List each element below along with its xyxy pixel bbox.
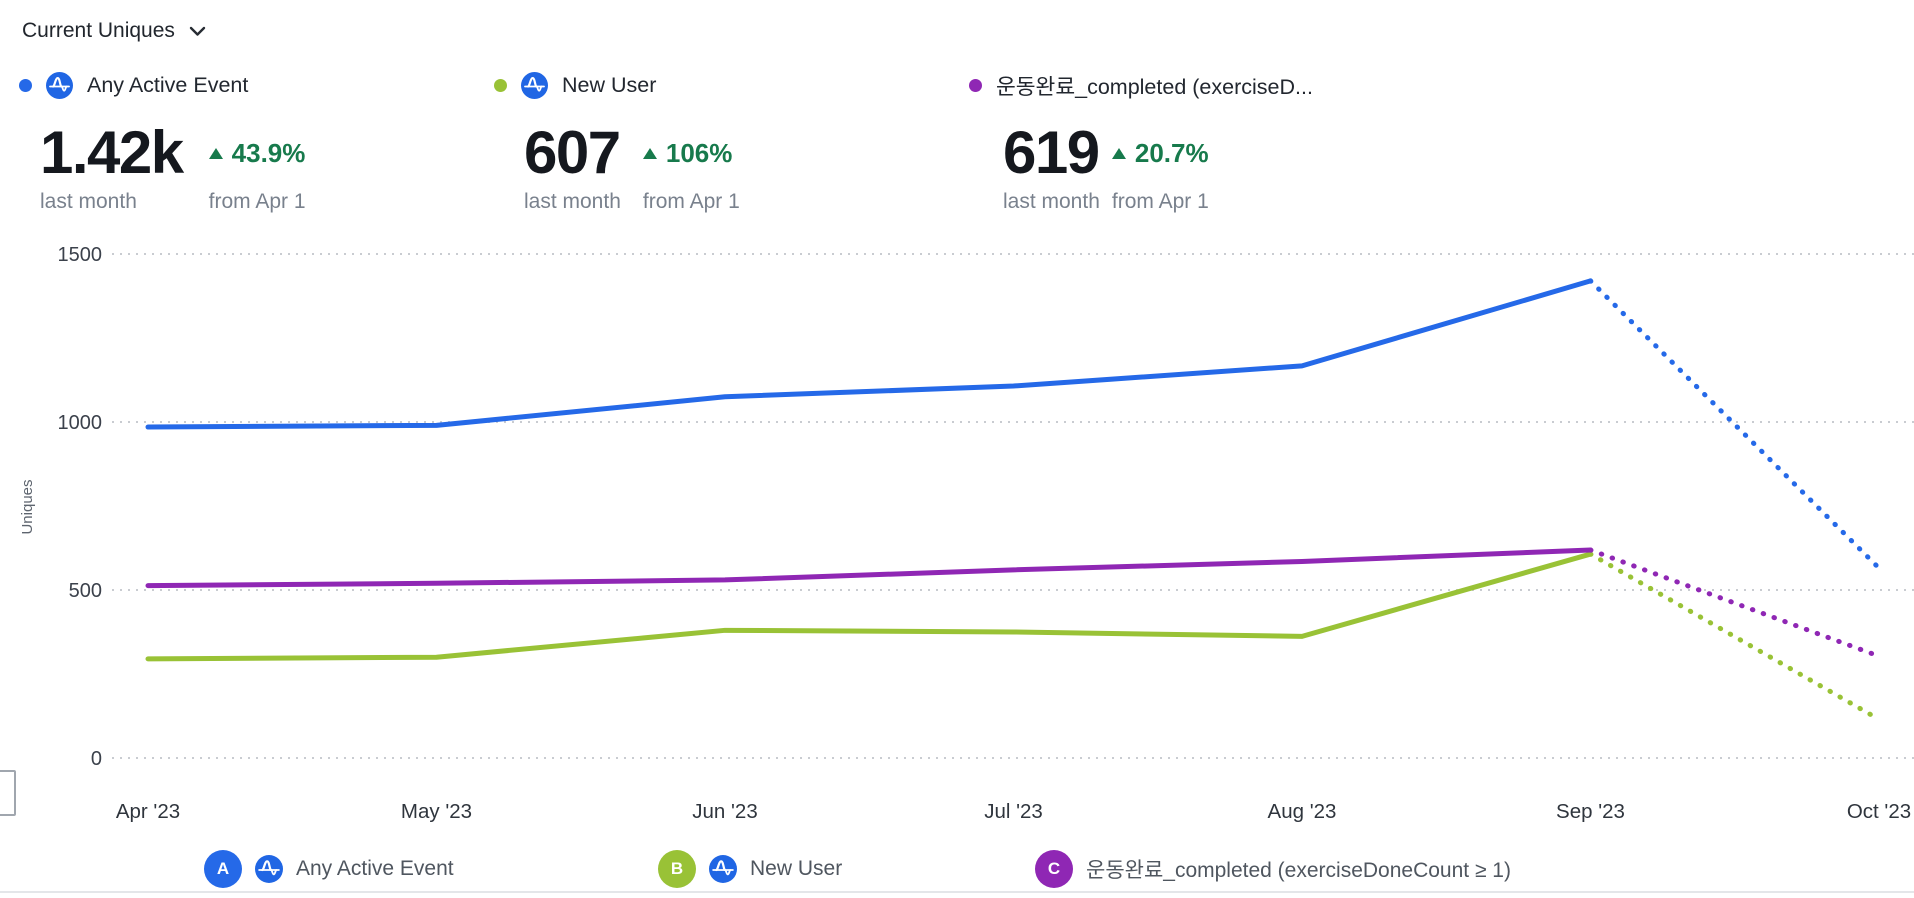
arrow-up-icon [642, 148, 657, 159]
series-color-dot [19, 78, 32, 92]
y-tick-label: 1500 [58, 244, 103, 266]
legend-item-new-user[interactable]: B New User [658, 849, 842, 889]
card-title-row: New User [494, 71, 656, 99]
metric-delta-sublabel: from Apr 1 [642, 190, 740, 213]
card-title-row: 운동완료_completed (exerciseD... [969, 71, 1313, 99]
amplitude-event-icon [46, 71, 73, 99]
arrow-up-icon [1111, 148, 1126, 159]
amplitude-event-icon [709, 855, 737, 883]
legend-label: 운동완료_completed (exerciseDoneCount ≥ 1) [1086, 859, 1511, 882]
x-tick-label: Oct '23 [1847, 800, 1911, 823]
y-tick-label: 0 [91, 748, 102, 770]
legend-label: New User [750, 857, 843, 880]
y-tick-label: 500 [69, 580, 102, 602]
x-tick-label: May '23 [401, 800, 472, 823]
y-tick-label: 1000 [58, 412, 103, 434]
series-projection-line [1588, 551, 1882, 722]
metric-value: 607 [524, 119, 621, 186]
bottom-divider [0, 891, 1914, 893]
amplitude-event-icon [255, 855, 283, 883]
legend-badge-b: B [658, 850, 696, 888]
card-metric: 607 106% last month from Apr 1 [524, 119, 740, 214]
card-title: New User [562, 72, 657, 97]
legend-label: Any Active Event [296, 857, 454, 880]
legend-badge-c: C [1035, 850, 1073, 888]
card-metric: 619 20.7% last month from Apr 1 [1003, 119, 1209, 214]
card-title: 운동완료_completed (exerciseD... [996, 74, 1313, 99]
metric-value-sublabel: last month [524, 190, 621, 213]
card-title-row: Any Active Event [19, 71, 248, 99]
metric-value-sublabel: last month [40, 190, 137, 213]
metric-delta-value: 43.9% [231, 138, 306, 168]
series-line [145, 547, 1593, 589]
legend-item-exercise-completed[interactable]: C 운동완료_completed (exerciseDoneCount ≥ 1) [1035, 849, 1511, 889]
metric-type-dropdown[interactable]: Current Uniques [22, 16, 206, 46]
metric-delta-value: 20.7% [1134, 138, 1209, 168]
legend-badge-a: A [204, 850, 242, 888]
metric-delta-value: 106% [665, 138, 733, 168]
x-tick-label: Jun '23 [692, 800, 757, 823]
metric-value-sublabel: last month [1003, 190, 1100, 213]
metric-delta: 106% [642, 138, 740, 169]
metric-delta: 43.9% [208, 138, 306, 169]
series-color-dot [969, 78, 982, 92]
card-metric: 1.42k 43.9% last month from Apr 1 [40, 119, 306, 214]
metric-delta-sublabel: from Apr 1 [208, 190, 306, 213]
x-tick-label: Apr '23 [116, 800, 180, 823]
series-line [145, 551, 1593, 662]
series-projection-line [1588, 547, 1882, 659]
arrow-up-icon [208, 148, 223, 159]
metric-type-label: Current Uniques [22, 19, 175, 42]
edge-clipped-box [0, 770, 16, 816]
metric-delta-sublabel: from Apr 1 [1111, 190, 1209, 213]
series-line [145, 278, 1593, 430]
metric-value: 1.42k [40, 119, 184, 186]
x-tick-label: Sep '23 [1556, 800, 1625, 823]
chevron-down-icon [189, 26, 206, 36]
series-color-dot [494, 78, 507, 92]
card-title: Any Active Event [87, 72, 249, 97]
x-tick-label: Aug '23 [1268, 800, 1337, 823]
metric-delta: 20.7% [1111, 138, 1209, 169]
metric-value: 619 [1003, 119, 1100, 186]
x-tick-label: Jul '23 [984, 800, 1043, 823]
amplitude-event-icon [521, 71, 548, 99]
series-projection-line [1588, 278, 1882, 571]
legend-item-any-active-event[interactable]: A Any Active Event [204, 849, 454, 889]
